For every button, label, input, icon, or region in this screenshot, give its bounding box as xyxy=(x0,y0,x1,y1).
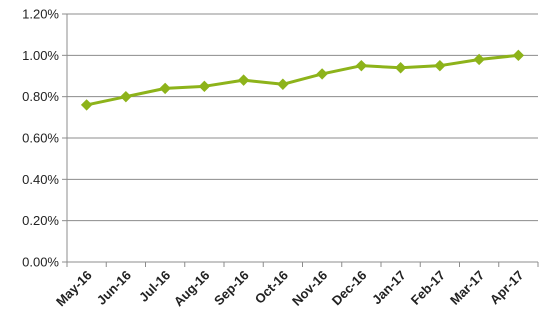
y-tick-label: 0.40% xyxy=(22,172,59,187)
x-tick-label: Nov-16 xyxy=(289,268,330,309)
data-point-marker xyxy=(434,59,446,72)
x-tick-label: Aug-16 xyxy=(171,268,213,310)
series-line xyxy=(85,53,520,107)
gridlines xyxy=(67,13,538,222)
y-tick-label: 0.00% xyxy=(22,255,59,270)
x-tick-label: Apr-17 xyxy=(487,268,527,308)
data-point-marker xyxy=(120,90,132,103)
y-tick-label: 0.60% xyxy=(22,131,59,146)
x-tick-label: May-16 xyxy=(53,268,95,310)
x-tick-label: Jan-17 xyxy=(369,268,409,308)
x-tick-label: Dec-16 xyxy=(329,268,370,309)
x-tick-label: Oct-16 xyxy=(252,268,291,307)
data-point-marker xyxy=(355,59,368,72)
y-tick-label: 1.00% xyxy=(22,48,59,63)
x-tick-label: Sep-16 xyxy=(211,268,252,309)
data-point-marker xyxy=(394,62,407,74)
x-tick-label: Feb-17 xyxy=(408,268,448,308)
data-point-marker xyxy=(277,78,289,90)
data-point-marker xyxy=(473,53,485,66)
data-point-marker xyxy=(80,99,93,111)
x-tick-label: Jun-16 xyxy=(94,268,134,308)
x-tick-label: Mar-17 xyxy=(447,268,487,308)
x-tick-label: Jul-16 xyxy=(136,268,173,305)
series-group xyxy=(80,49,525,111)
data-point-marker xyxy=(316,68,328,80)
y-tick-label: 0.80% xyxy=(22,89,59,104)
data-point-marker xyxy=(512,49,525,62)
data-point-marker xyxy=(198,80,211,93)
data-point-marker xyxy=(237,74,250,86)
y-tick-label: 1.20% xyxy=(22,7,59,22)
axes xyxy=(62,13,539,267)
y-axis-tick-labels: 0.00% 0.20% 0.40% 0.60% 0.80% 1.00% 1.20% xyxy=(22,7,59,270)
y-tick-label: 0.20% xyxy=(22,213,59,228)
data-point-marker xyxy=(159,82,171,95)
